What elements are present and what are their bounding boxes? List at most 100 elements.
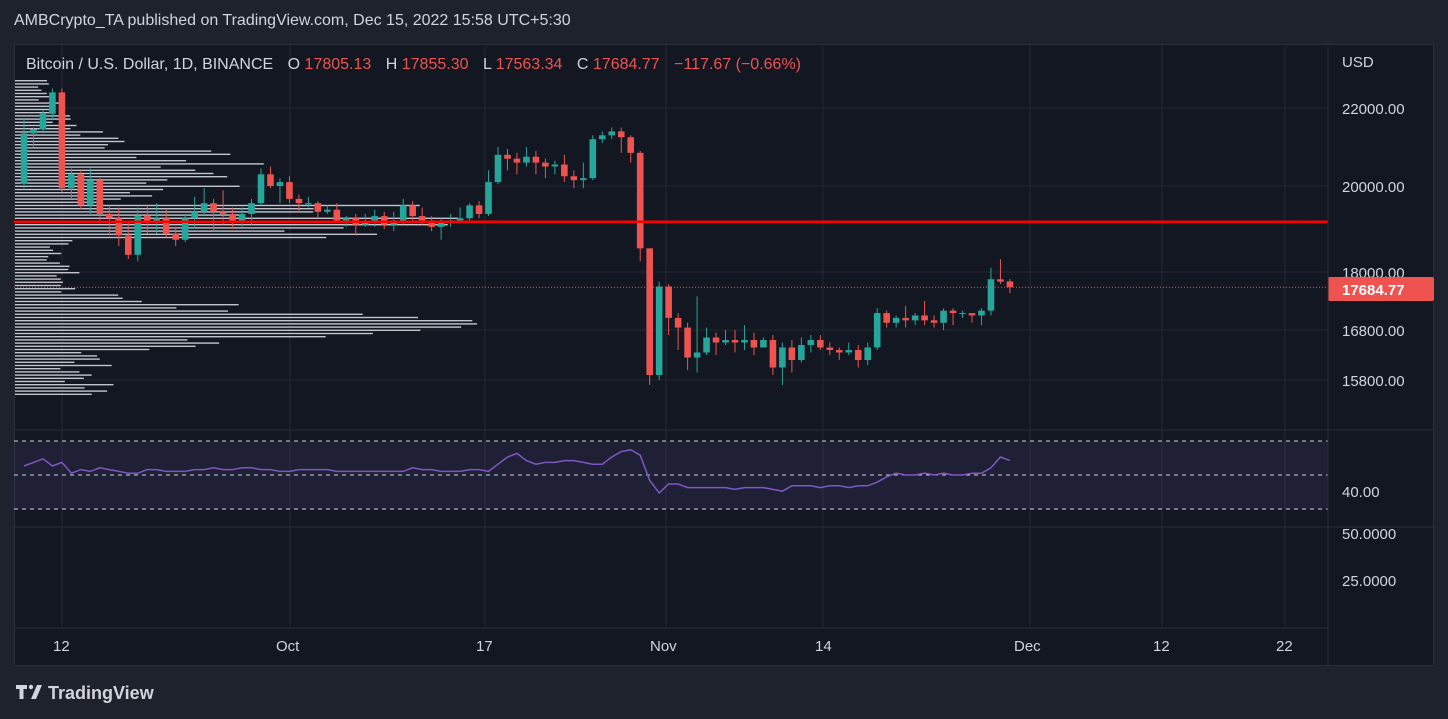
volume-profile-bar-28 [15,169,196,171]
volume-profile-bar-93 [15,377,84,379]
volume-profile-bar-60 [15,272,80,274]
chart-panel[interactable] [14,44,1434,666]
volume-profile-bar-19 [15,140,125,143]
candle-body-100 [968,313,976,316]
candle-body-92 [892,317,900,323]
candle-body-51 [504,154,511,159]
candle-body-96 [930,320,938,323]
candle-body-63 [617,131,625,138]
candle-body-10 [115,218,123,236]
volume-profile-bar-67 [15,294,119,296]
volume-profile-bar-78 [15,329,421,331]
rsi-tick-25: 25.0000 [1342,573,1396,590]
candle-body-25 [257,174,265,204]
legend-h-value: 17855.30 [402,56,469,73]
volume-profile-bar-9 [15,108,52,111]
candle-body-78 [760,340,767,348]
candle-body-11 [124,235,132,255]
volume-profile-bar-50 [15,240,73,242]
candle-body-71 [693,352,701,358]
candle-body-53 [523,156,530,163]
volume-profile-bar-74 [15,316,419,319]
candle-body-49 [485,182,492,214]
volume-profile-bar-92 [15,374,92,376]
legend-c-label: C [577,56,589,73]
volume-profile-bar-6 [15,99,39,101]
volume-profile-bar-90 [15,368,61,370]
candle-body-57 [561,164,568,177]
volume-profile-bar-48 [15,233,377,235]
volume-profile-bar-51 [15,243,69,245]
volume-profile-bar-4 [15,92,47,95]
price-tick-20000: 20000.00 [1342,179,1405,196]
time-tick-12-dec: 12 [1153,638,1170,655]
candle-body-50 [494,154,502,183]
tradingview-brand[interactable]: TradingView [48,683,154,703]
candle-body-104 [1006,281,1014,288]
volume-profile-bar-47 [15,230,285,232]
candle-body-94 [911,315,919,321]
volume-profile-bar-87 [15,358,100,360]
time-tick-17-oct: 17 [476,638,493,655]
volume-profile-bar-81 [15,339,188,341]
candle-body-26 [267,174,274,186]
time-tick-oct: Oct [276,638,300,655]
volume-profile-bar-86 [15,355,98,357]
volume-profile-bar-27 [15,166,161,168]
volume-profile-bar-62 [15,278,61,280]
volume-profile-bar-41 [15,211,314,213]
volume-profile-bar-76 [15,323,478,325]
candle-body-41 [409,205,416,217]
candle-body-34 [343,218,350,221]
candle-body-64 [627,137,635,153]
candle-body-8 [96,180,104,214]
volume-profile-bar-58 [15,265,70,267]
candle-body-55 [542,162,549,167]
volume-profile-bar-96 [15,387,85,389]
volume-profile-bar-31 [15,179,168,181]
volume-profile-bar-98 [15,393,92,395]
candle-body-19 [200,203,208,212]
publisher-text: AMBCrypto_TA published on TradingView.co… [14,12,571,29]
candle-body-70 [684,327,691,358]
volume-profile-bar-13 [15,121,53,123]
volume-profile-bar-95 [15,384,114,386]
price-tick-22000: 22000.00 [1342,101,1405,118]
volume-profile-bar-24 [15,156,137,159]
candle-body-37 [371,216,379,223]
volume-profile-bar-3 [15,89,42,91]
candle-body-4 [58,92,66,189]
volume-profile-bar-30 [15,176,228,178]
candle-body-89 [864,347,872,360]
price-tick-15800: 15800.00 [1342,373,1405,390]
volume-profile-bar-89 [15,364,112,367]
candle-body-56 [551,164,559,167]
candle-body-82 [798,345,805,360]
volume-profile-bar-38 [15,201,97,203]
candle-body-48 [475,205,483,214]
volume-profile-bar-22 [15,150,212,152]
volume-profile-bar-40 [15,208,314,210]
volume-profile-bar-26 [15,163,264,165]
candle-body-91 [883,313,890,323]
legend-c-value: 17684.77 [593,56,660,73]
candle-body-76 [741,340,748,343]
candle-body-101 [978,310,985,316]
legend-o-value: 17805.13 [305,56,372,73]
volume-profile-bar-70 [15,304,239,306]
volume-profile-bar-66 [15,291,62,293]
volume-profile-bar-54 [15,252,62,255]
candle-body-60 [589,139,597,179]
tradingview-logo-icon[interactable] [16,683,44,706]
volume-profile-bar-64 [15,284,61,287]
legend-h-label: H [386,56,398,73]
volume-profile-bar-23 [15,153,231,155]
candle-body-83 [807,340,815,345]
candle-body-3 [49,92,56,114]
volume-profile-bar-8 [15,105,55,107]
last-price-label: 17684.77 [1342,282,1405,299]
volume-profile-bar-59 [15,268,69,271]
volume-profile-bar-65 [15,288,76,290]
volume-profile-bar-35 [15,192,130,194]
